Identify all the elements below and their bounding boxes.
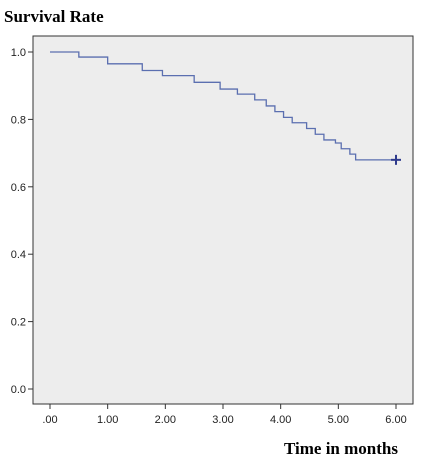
x-axis: .00 1.00 2.00 3.00 4.00 5.00 6.00 <box>42 404 407 426</box>
y-tick-label: 0.6 <box>11 182 26 194</box>
x-tick-label: 3.00 <box>212 414 233 426</box>
survival-curve <box>50 51 396 161</box>
x-tick-label: 4.00 <box>270 414 291 426</box>
y-tick-label: 0.0 <box>11 384 26 396</box>
y-tick-label: 0.8 <box>11 114 26 126</box>
x-tick-label: 5.00 <box>328 414 349 426</box>
plot-area <box>32 35 414 405</box>
y-axis: 0.0 0.2 0.4 0.6 0.8 1.0 <box>11 47 33 396</box>
censor-mark <box>391 154 401 165</box>
x-tick-label: 1.00 <box>97 414 118 426</box>
y-tick-label: 0.4 <box>11 249 26 261</box>
y-tick-label: 1.0 <box>11 47 26 59</box>
series-layer <box>50 51 401 165</box>
x-tick-label: .00 <box>42 414 57 426</box>
x-tick-label: 2.00 <box>155 414 176 426</box>
x-axis-title: Time in months <box>284 439 398 458</box>
x-tick-label: 6.00 <box>385 414 406 426</box>
chart-title: Survival Rate <box>4 7 104 26</box>
y-tick-label: 0.2 <box>11 317 26 329</box>
